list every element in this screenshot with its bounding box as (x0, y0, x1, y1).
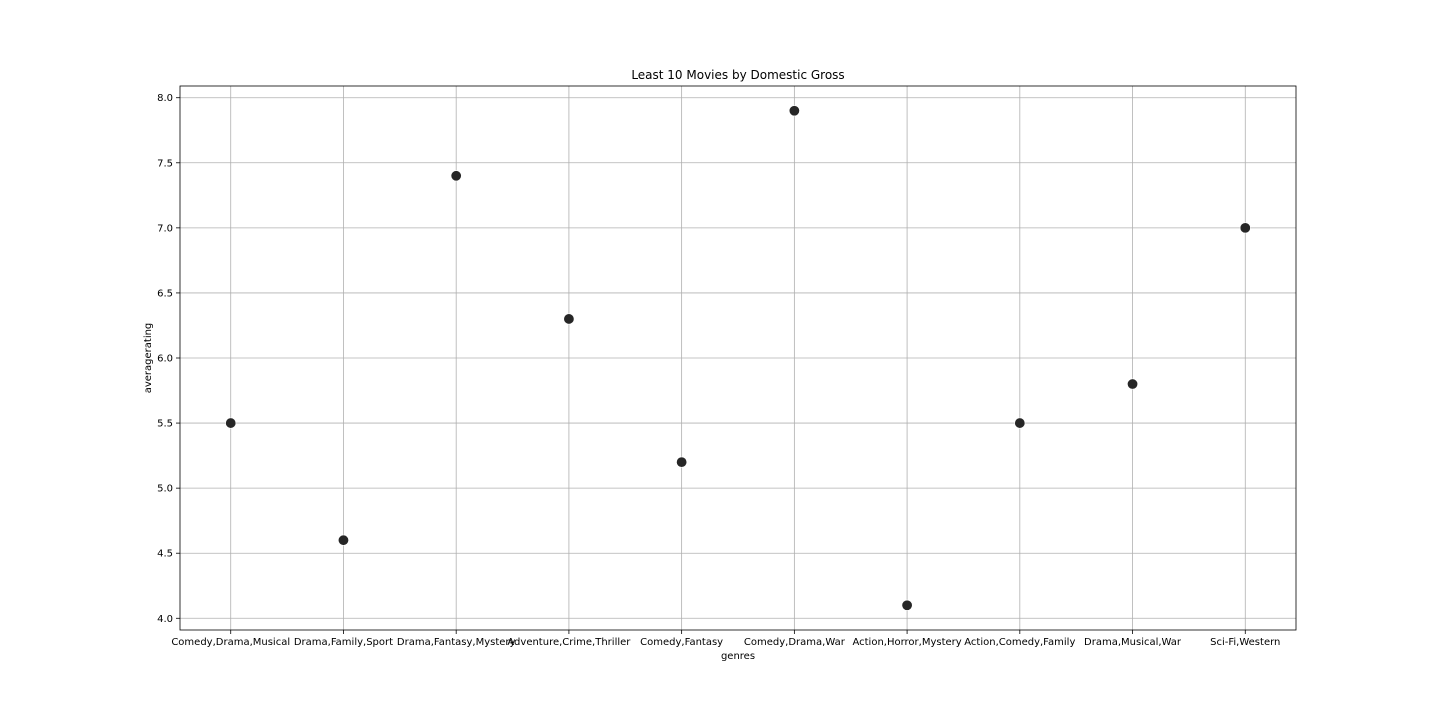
data-point (563, 313, 575, 325)
data-point (337, 534, 349, 546)
data-point (901, 599, 913, 611)
plot-area-frame (179, 85, 1297, 631)
x-tick-label: Adventure,Crime,Thriller (507, 637, 631, 648)
y-tick-label: 7.5 (157, 158, 173, 169)
x-tick-label: Comedy,Drama,Musical (171, 637, 290, 648)
y-tick-label: 5.0 (157, 484, 173, 495)
x-tick-label: Comedy,Fantasy (640, 637, 723, 648)
y-tick-label: 4.0 (157, 614, 173, 625)
x-tick-label: Drama,Fantasy,Mystery (397, 637, 516, 648)
data-point (1014, 417, 1026, 429)
y-tick-label: 4.5 (157, 549, 173, 560)
y-tick-label: 8.0 (157, 93, 173, 104)
chart-title: Least 10 Movies by Domestic Gross (631, 68, 844, 82)
axis-ticks: 4.0 4.5 5.0 5.5 6.0 6.5 7.0 7.5 8.0 Comedy,Drama,… (157, 93, 1280, 648)
data-point (450, 170, 462, 182)
x-tick-label: Drama,Musical,War (1084, 637, 1182, 648)
data-point (1239, 222, 1251, 234)
x-axis-label: genres (721, 651, 755, 662)
y-tick-label: 5.5 (157, 419, 173, 430)
data-point (1127, 378, 1139, 390)
data-point (676, 456, 688, 468)
data-point (788, 105, 800, 117)
y-tick-label: 7.0 (157, 223, 173, 234)
x-tick-label: Action,Horror,Mystery (852, 637, 961, 648)
y-tick-label: 6.0 (157, 354, 173, 365)
data-point (225, 417, 237, 429)
data-points (225, 105, 1251, 611)
x-tick-label: Action,Comedy,Family (964, 637, 1075, 648)
x-tick-label: Drama,Family,Sport (294, 637, 393, 648)
y-axis-label: averagerating (143, 323, 154, 394)
x-tick-label: Sci-Fi,Western (1210, 637, 1280, 648)
y-tick-label: 6.5 (157, 288, 173, 299)
x-tick-label: Comedy,Drama,War (744, 637, 846, 648)
